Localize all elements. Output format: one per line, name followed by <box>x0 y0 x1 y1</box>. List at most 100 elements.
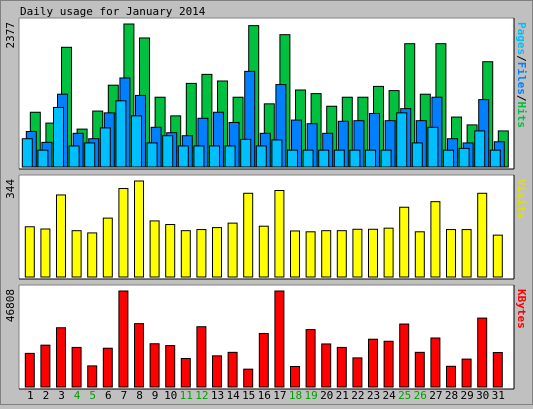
bar-visits-23 <box>368 228 378 278</box>
bar-pages-5 <box>84 142 96 168</box>
bar-pages-8 <box>131 115 142 168</box>
day-label-30: 30 <box>476 389 489 402</box>
day-label-15: 15 <box>242 389 255 402</box>
bar-kbytes-9 <box>149 343 160 388</box>
bar-pages-23 <box>365 149 376 168</box>
day-label-16: 16 <box>258 389 271 402</box>
bar-visits-16 <box>258 225 269 278</box>
bar-pages-27 <box>427 126 439 168</box>
bar-visits-9 <box>149 220 160 278</box>
bar-visits-15 <box>243 192 254 278</box>
bar-visits-2 <box>40 228 51 278</box>
day-label-12: 12 <box>195 389 208 402</box>
visits-panel-legend: Visits <box>515 179 528 219</box>
bar-visits-20 <box>321 230 332 278</box>
bar-visits-18 <box>290 230 300 278</box>
day-label-26: 26 <box>414 389 427 402</box>
bar-pages-2 <box>37 149 49 168</box>
bar-visits-24 <box>383 227 394 278</box>
bar-kbytes-7 <box>118 290 129 388</box>
kbytes-panel-legend: KBytes <box>515 289 528 329</box>
day-label-17: 17 <box>273 389 286 402</box>
bar-visits-26 <box>414 231 425 278</box>
bar-pages-4 <box>68 145 80 168</box>
bar-pages-19 <box>302 149 314 168</box>
bar-kbytes-29 <box>461 358 472 388</box>
bar-pages-28 <box>443 149 454 168</box>
bar-kbytes-24 <box>383 340 394 388</box>
bar-pages-24 <box>380 149 392 168</box>
bar-pages-30 <box>474 130 486 168</box>
bar-visits-1 <box>24 226 35 278</box>
bar-visits-17 <box>274 189 285 278</box>
bar-visits-11 <box>180 230 191 278</box>
bar-pages-11 <box>177 145 189 168</box>
day-label-5: 5 <box>89 389 96 402</box>
bar-pages-31 <box>489 149 501 168</box>
bar-pages-7 <box>115 100 127 168</box>
bar-visits-12 <box>196 229 207 278</box>
day-label-11: 11 <box>180 389 193 402</box>
day-label-14: 14 <box>226 389 240 402</box>
day-label-10: 10 <box>164 389 177 402</box>
kbytes-panel-legend-part: KBytes <box>515 289 528 329</box>
bar-kbytes-25 <box>399 323 410 388</box>
bar-visits-28 <box>446 229 456 278</box>
kbytes-panel-max-label: 46808 <box>4 289 17 322</box>
bar-kbytes-31 <box>492 352 503 388</box>
bar-visits-31 <box>492 234 503 278</box>
bar-pages-29 <box>458 147 470 168</box>
bar-kbytes-3 <box>56 327 66 388</box>
day-label-8: 8 <box>136 389 143 402</box>
hits-panel-legend-part: Pages <box>515 22 528 55</box>
bar-pages-9 <box>146 142 158 168</box>
bar-kbytes-23 <box>368 338 378 388</box>
day-label-25: 25 <box>398 389 411 402</box>
bar-kbytes-2 <box>40 344 51 388</box>
bar-pages-18 <box>287 149 298 168</box>
bar-pages-1 <box>21 138 33 168</box>
day-label-31: 31 <box>492 389 505 402</box>
day-label-1: 1 <box>27 389 34 402</box>
hits-panel-legend: Pages/Files/Hits <box>515 22 528 128</box>
bar-visits-6 <box>102 217 113 278</box>
bar-kbytes-1 <box>24 352 35 388</box>
day-label-21: 21 <box>336 389 349 402</box>
bar-visits-13 <box>212 227 222 278</box>
bar-visits-8 <box>134 180 144 278</box>
bar-visits-7 <box>118 188 129 278</box>
day-label-7: 7 <box>121 389 128 402</box>
day-label-13: 13 <box>211 389 224 402</box>
bar-kbytes-11 <box>180 357 191 388</box>
day-label-4: 4 <box>74 389 81 402</box>
hits-panel-legend-part: Hits <box>515 102 528 129</box>
bar-kbytes-6 <box>102 347 113 388</box>
bar-kbytes-26 <box>414 351 425 388</box>
bar-visits-19 <box>305 231 316 278</box>
day-label-3: 3 <box>58 389 65 402</box>
day-label-29: 29 <box>460 389 473 402</box>
bar-pages-21 <box>333 149 345 168</box>
bar-kbytes-12 <box>196 326 207 388</box>
bar-visits-22 <box>352 228 363 278</box>
bar-pages-6 <box>99 127 111 168</box>
day-label-2: 2 <box>43 389 50 402</box>
bar-visits-21 <box>336 230 347 278</box>
bar-kbytes-18 <box>290 365 300 388</box>
visits-panel-max-label: 344 <box>4 179 17 199</box>
bar-kbytes-15 <box>243 368 254 388</box>
day-label-18: 18 <box>289 389 302 402</box>
bar-kbytes-5 <box>87 365 98 388</box>
bar-visits-29 <box>461 229 472 278</box>
bar-kbytes-14 <box>227 351 238 388</box>
day-label-27: 27 <box>429 389 442 402</box>
visits-panel-legend-part: Visits <box>515 179 528 219</box>
chart-title: Daily usage for January 2014 <box>20 5 206 18</box>
bar-pages-25 <box>396 112 408 168</box>
bar-pages-12 <box>193 145 205 168</box>
bar-visits-5 <box>87 232 98 278</box>
bar-kbytes-19 <box>305 329 316 388</box>
bar-kbytes-17 <box>274 290 285 388</box>
bar-pages-22 <box>349 149 361 168</box>
